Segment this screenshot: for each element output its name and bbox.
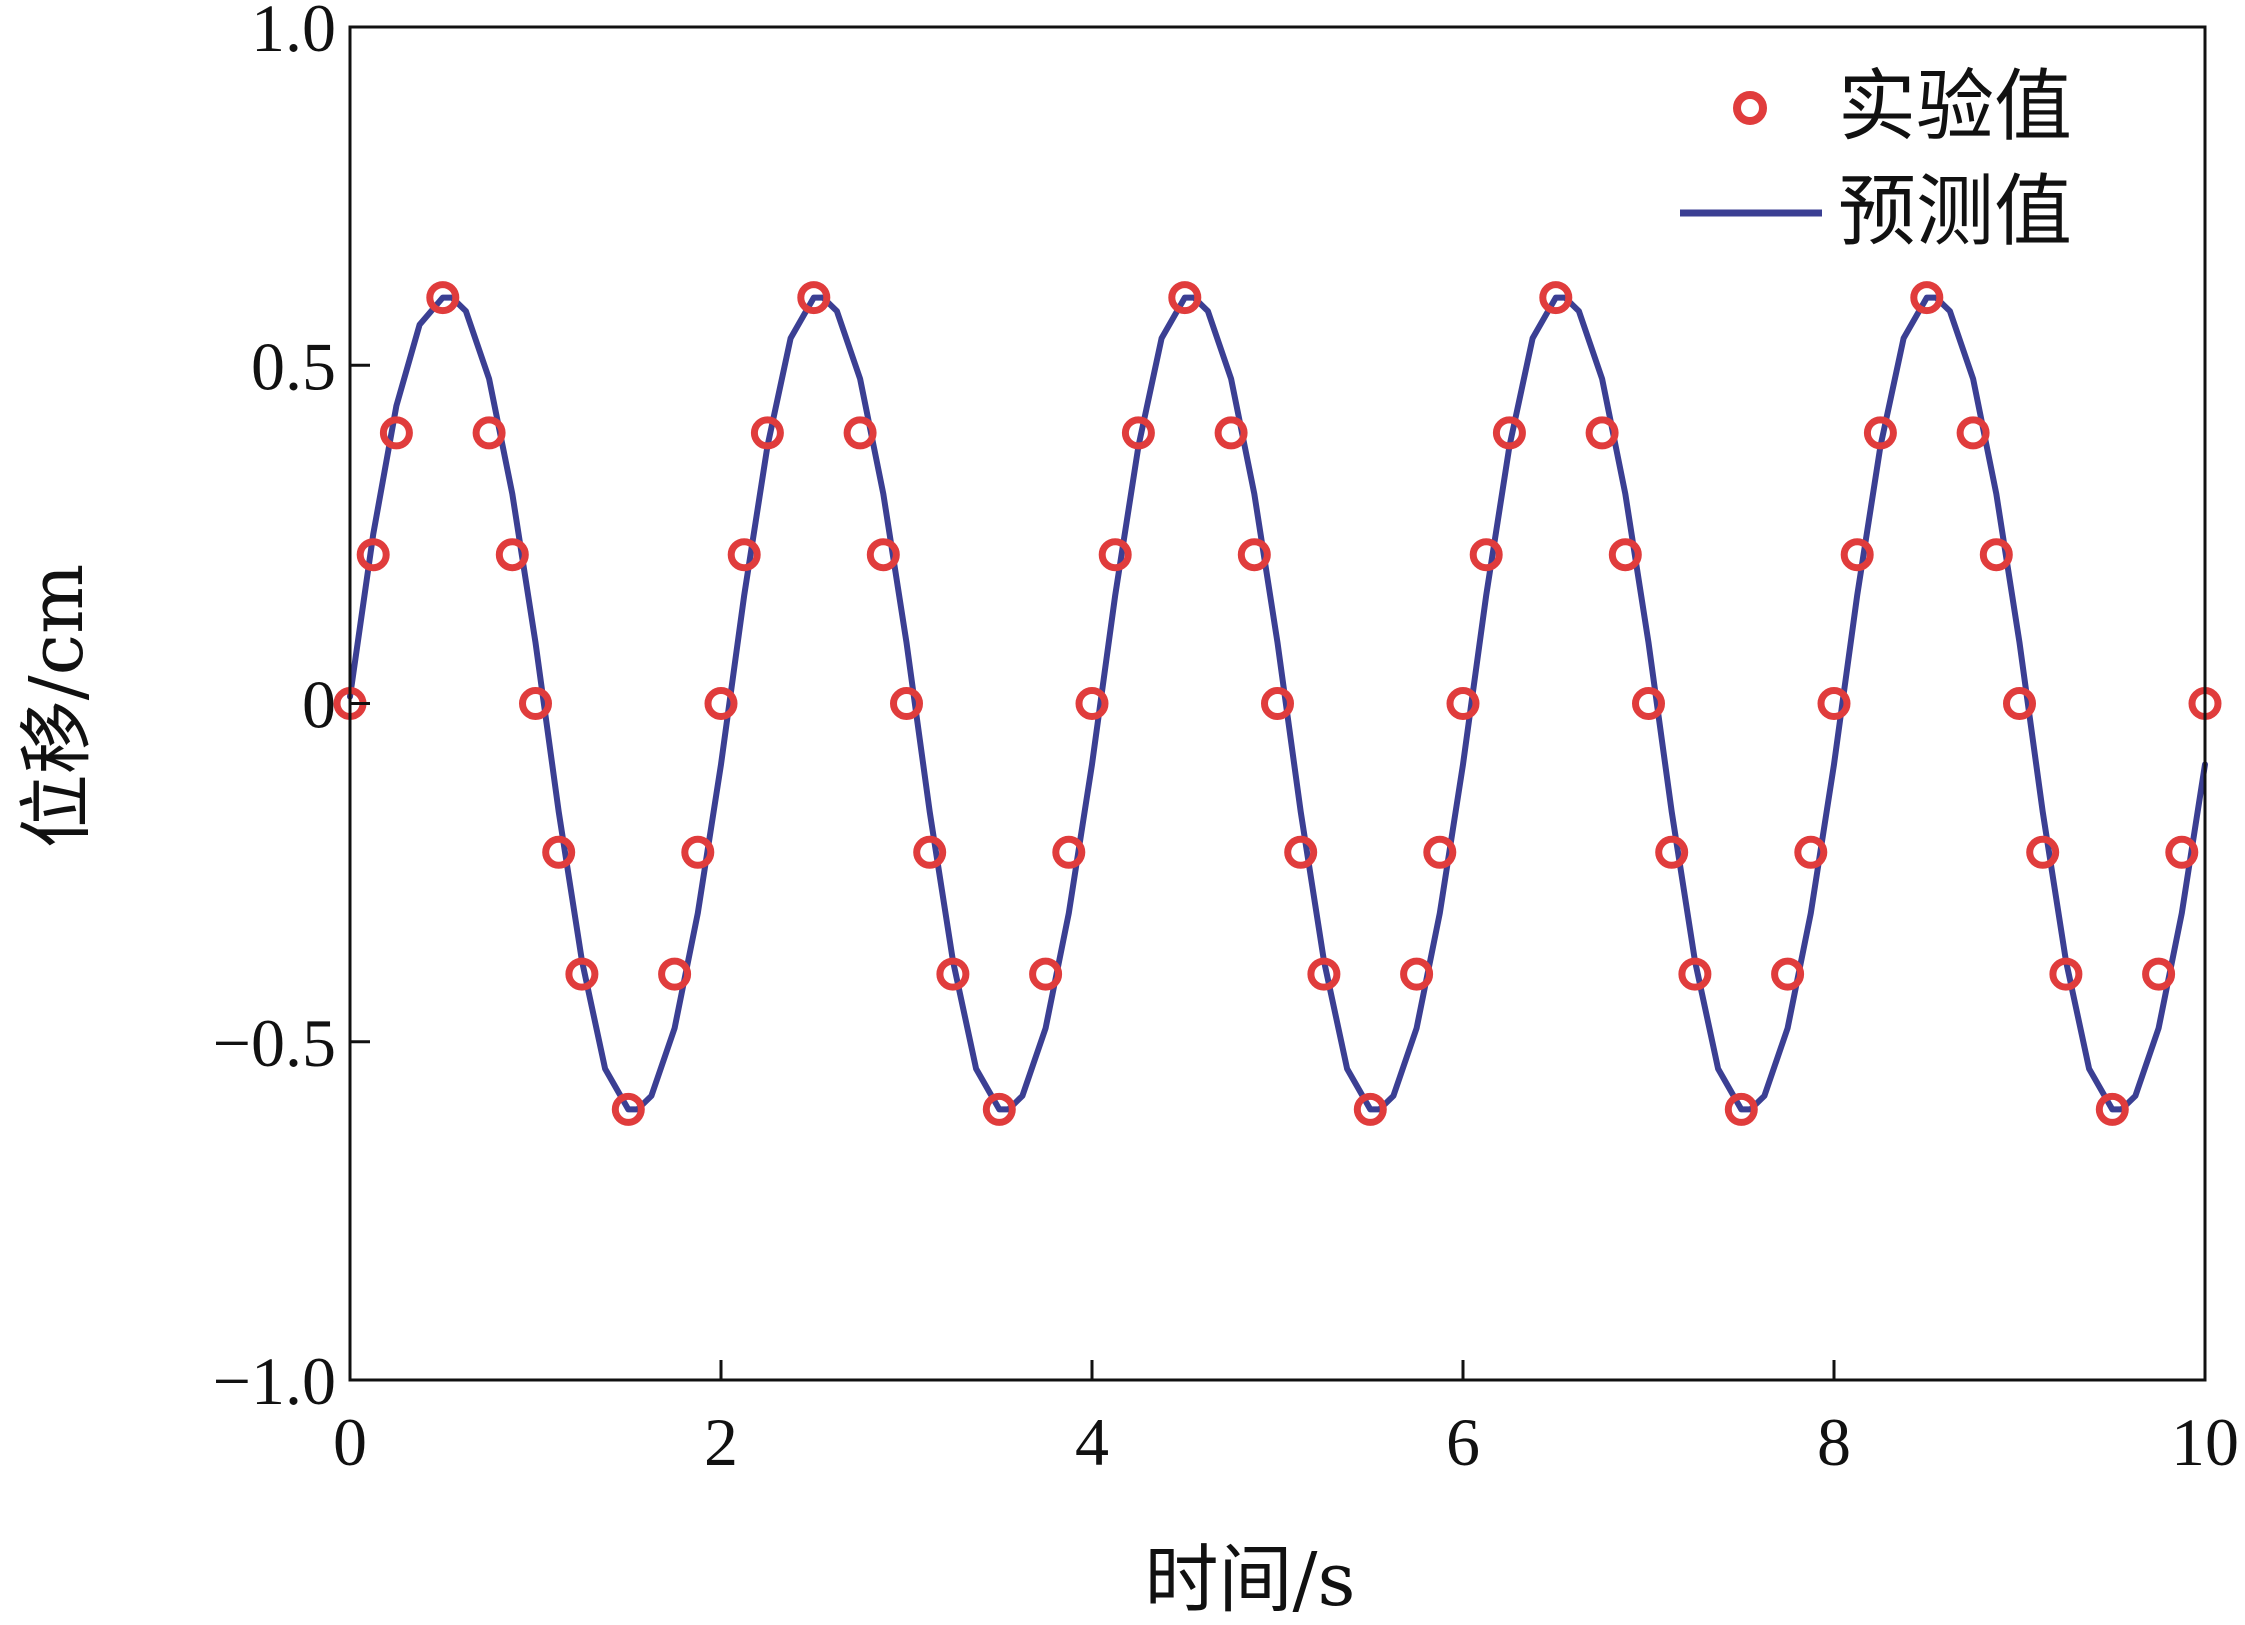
experimental-point: [2095, 1092, 2129, 1126]
y-tick-label: 1.0: [251, 0, 336, 66]
experimental-point: [1075, 687, 1109, 720]
experimental-point: [1678, 957, 1712, 991]
experimental-point: [936, 957, 970, 991]
x-tick-label: 10: [2171, 1404, 2239, 1480]
experimental-point: [379, 416, 413, 450]
experimental-point: [519, 687, 552, 720]
experimental-point: [1979, 538, 2013, 572]
x-tick-label: 2: [704, 1404, 738, 1480]
experimental-point: [1910, 281, 1944, 315]
legend-marker-experimental: [1733, 91, 1767, 125]
experimental-point: [1840, 538, 1874, 572]
experimental-point: [913, 835, 947, 869]
experimental-point: [1423, 835, 1457, 869]
experimental-point: [1052, 835, 1086, 869]
experimental-point: [1307, 957, 1341, 991]
experimental-point: [1469, 538, 1503, 572]
experimental-point: [542, 835, 576, 869]
legend-label-experimental: 实验值: [1838, 62, 2072, 152]
x-axis-label: 时间/s: [1145, 1537, 1356, 1623]
experimental-point: [2142, 957, 2176, 991]
experimental-point: [1237, 538, 1271, 572]
experimental-point: [797, 281, 831, 315]
experimental-point: [727, 538, 761, 572]
experimental-point: [1585, 416, 1619, 450]
experimental-point: [1794, 835, 1828, 869]
experimental-point: [1655, 835, 1689, 869]
experimental-point: [750, 416, 784, 450]
predicted-line: [347, 294, 2208, 1113]
experimental-point: [1284, 835, 1318, 869]
experimental-point: [1029, 957, 1063, 991]
experimental-point: [1261, 687, 1294, 720]
experimental-point: [472, 416, 506, 450]
x-tick-label: 0: [333, 1404, 367, 1480]
experimental-point: [2165, 835, 2199, 869]
experimental-point: [1817, 687, 1851, 720]
experimental-point: [356, 538, 390, 572]
legend-label-predicted: 预测值: [1838, 167, 2072, 257]
experimental-point: [1121, 416, 1155, 450]
experimental-point: [2003, 687, 2036, 720]
x-tick-label: 6: [1446, 1404, 1480, 1480]
experimental-point: [866, 538, 900, 572]
experimental-point: [1353, 1092, 1387, 1126]
experimental-point: [1771, 957, 1805, 991]
y-tick-label: 0: [302, 667, 336, 743]
experimental-point: [890, 687, 923, 720]
experimental-point: [1608, 538, 1642, 572]
experimental-point: [565, 957, 599, 991]
experimental-point: [495, 538, 529, 572]
experimental-point: [1632, 687, 1665, 720]
experimental-point: [611, 1092, 645, 1126]
experimental-point: [658, 957, 692, 991]
x-tick-label: 4: [1075, 1404, 1109, 1480]
y-tick-label: −1.0: [213, 1343, 336, 1419]
experimental-point: [2049, 957, 2083, 991]
experimental-point: [1724, 1092, 1758, 1126]
experimental-point: [1539, 281, 1573, 315]
x-tick-label: 8: [1817, 1404, 1851, 1480]
experimental-point: [1168, 281, 1202, 315]
experimental-point: [1863, 416, 1897, 450]
experimental-point: [1098, 538, 1132, 572]
experimental-point: [2026, 835, 2060, 869]
experimental-point: [843, 416, 877, 450]
experimental-point: [982, 1092, 1016, 1126]
experimental-point: [1214, 416, 1248, 450]
experimental-point: [1446, 687, 1480, 720]
axis-layer: 0 2 4 6 8 10 −1.0 −0.5 0 0.5 1.0: [213, 0, 2239, 1480]
y-tick-label: −0.5: [213, 1005, 336, 1081]
plot-layer: [333, 281, 2222, 1126]
experimental-point: [1400, 957, 1434, 991]
experimental-point: [1956, 416, 1990, 450]
legend: 实验值 预测值: [1680, 62, 2072, 257]
experimental-point: [704, 687, 738, 720]
experimental-point: [426, 281, 460, 315]
y-tick-label: 0.5: [251, 328, 336, 404]
experimental-point: [1492, 416, 1526, 450]
experimental-point: [681, 835, 715, 869]
y-axis-label: 位移/cm: [14, 564, 100, 849]
